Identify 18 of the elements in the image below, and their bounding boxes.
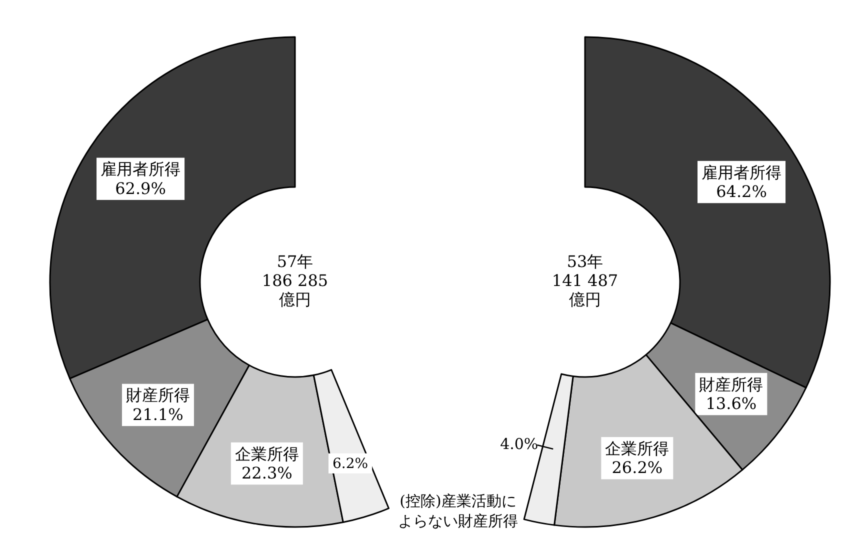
slice-label: 財産所得 <box>126 386 190 405</box>
data-label: 64.2% <box>716 182 767 202</box>
data-label: 21.1% <box>132 405 184 424</box>
slice-label: 企業所得 <box>605 439 670 458</box>
data-label: 6.2% <box>332 455 368 472</box>
text: よらない財産所得 <box>398 512 518 530</box>
slice-label: 財産所得 <box>699 374 764 394</box>
data-label: 26.2% <box>612 458 663 478</box>
slice-label: 雇用者所得 <box>100 160 181 179</box>
data-label: 22.3% <box>242 464 292 483</box>
text: (控除)産業活動に <box>400 492 516 510</box>
data-label: 62.9% <box>115 178 166 198</box>
text: 57年 186 285 億円 <box>262 252 328 310</box>
slice-label: 企業所得 <box>234 444 299 464</box>
slice-label: 雇用者所得 <box>702 162 782 182</box>
data-label: 4.0% <box>500 434 538 453</box>
data-label: 13.6% <box>706 394 757 414</box>
text: 53年 141 487 億円 <box>552 252 618 310</box>
